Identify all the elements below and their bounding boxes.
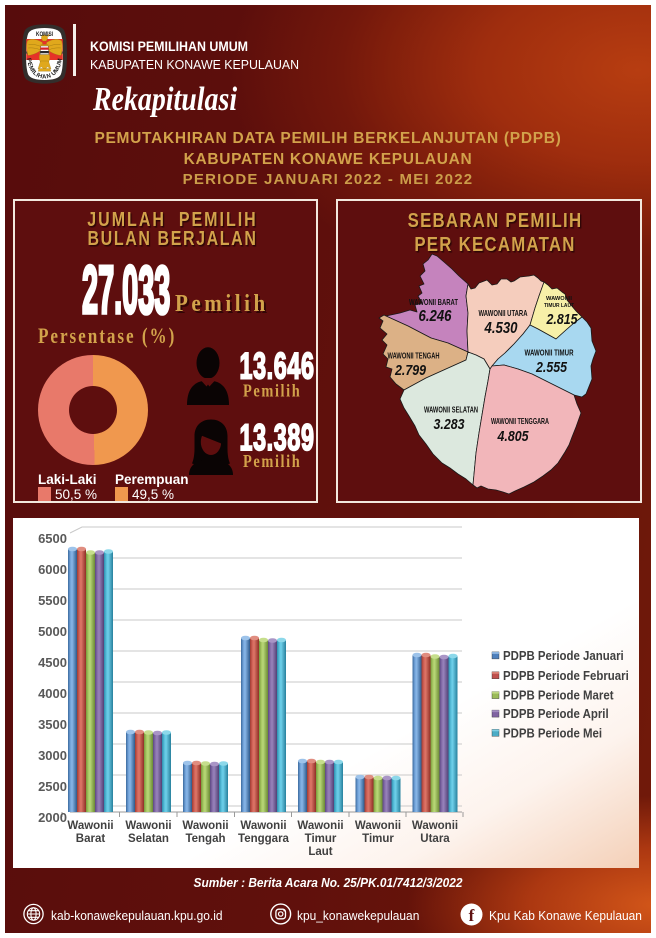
svg-text:Wawonii: Wawonii bbox=[297, 820, 343, 832]
svg-text:Timur: Timur bbox=[305, 833, 337, 845]
svg-text:5000: 5000 bbox=[38, 624, 67, 639]
svg-text:3000: 3000 bbox=[38, 748, 67, 763]
svg-text:5500: 5500 bbox=[38, 593, 67, 608]
svg-text:f: f bbox=[469, 906, 475, 925]
svg-text:Wawonii: Wawonii bbox=[412, 820, 458, 832]
svg-text:PDPB Periode April: PDPB Periode April bbox=[503, 706, 609, 721]
svg-text:Persentase (%): Persentase (%) bbox=[38, 324, 176, 349]
svg-text:27.033: 27.033 bbox=[82, 253, 170, 328]
svg-text:2.799: 2.799 bbox=[394, 362, 426, 379]
svg-text:WAWONII: WAWONII bbox=[546, 296, 572, 302]
svg-text:Pemilih: Pemilih bbox=[175, 290, 269, 317]
svg-text:PDPB Periode Maret: PDPB Periode Maret bbox=[503, 688, 614, 703]
svg-text:Wawonii: Wawonii bbox=[240, 820, 286, 832]
svg-text:2500: 2500 bbox=[38, 779, 67, 794]
svg-text:2.815: 2.815 bbox=[546, 311, 578, 328]
svg-text:4.805: 4.805 bbox=[497, 428, 529, 445]
svg-text:Utara: Utara bbox=[420, 833, 450, 845]
svg-text:Tenggara: Tenggara bbox=[238, 833, 290, 845]
svg-text:Wawonii: Wawonii bbox=[125, 820, 171, 832]
svg-text:Laut: Laut bbox=[308, 846, 332, 858]
svg-text:3.283: 3.283 bbox=[434, 416, 466, 433]
svg-text:4.530: 4.530 bbox=[484, 320, 518, 337]
svg-text:Pemilih: Pemilih bbox=[177, 292, 271, 319]
svg-text:PDPB Periode Januari: PDPB Periode Januari bbox=[503, 648, 624, 663]
svg-text:13.389: 13.389 bbox=[240, 416, 315, 458]
svg-text:3500: 3500 bbox=[38, 717, 67, 732]
svg-text:6.246: 6.246 bbox=[419, 308, 452, 325]
svg-text:13.646: 13.646 bbox=[240, 345, 315, 387]
svg-text:WAWONII TENGGARA: WAWONII TENGGARA bbox=[491, 416, 549, 426]
svg-text:Pemilih: Pemilih bbox=[243, 380, 301, 401]
svg-text:2000: 2000 bbox=[38, 810, 67, 825]
svg-text:WAWONII BARAT: WAWONII BARAT bbox=[409, 297, 459, 307]
svg-text:6000: 6000 bbox=[38, 562, 67, 577]
svg-text:Tengah: Tengah bbox=[185, 833, 225, 845]
svg-text:WAWONII UTARA: WAWONII UTARA bbox=[479, 308, 528, 318]
svg-text:PDPB Periode Februari: PDPB Periode Februari bbox=[503, 668, 629, 683]
svg-text:Barat: Barat bbox=[76, 833, 106, 845]
svg-text:Pemilih: Pemilih bbox=[243, 450, 301, 471]
svg-text:TIMUR LAUT: TIMUR LAUT bbox=[544, 303, 574, 309]
svg-text:6500: 6500 bbox=[38, 531, 67, 546]
svg-text:Timur: Timur bbox=[362, 833, 394, 845]
svg-text:KOMISI: KOMISI bbox=[36, 31, 53, 38]
svg-text:4000: 4000 bbox=[38, 686, 67, 701]
svg-text:4500: 4500 bbox=[38, 655, 67, 670]
svg-text:WAWONII TENGAH: WAWONII TENGAH bbox=[388, 351, 440, 361]
svg-text:Selatan: Selatan bbox=[128, 833, 169, 845]
svg-text:2.555: 2.555 bbox=[535, 359, 567, 376]
svg-text:WAWONII SELATAN: WAWONII SELATAN bbox=[424, 405, 478, 415]
svg-text:PDPB Periode Mei: PDPB Periode Mei bbox=[503, 726, 602, 741]
svg-text:Wawonii: Wawonii bbox=[67, 820, 113, 832]
svg-text:Wawonii: Wawonii bbox=[182, 820, 228, 832]
svg-text:Wawonii: Wawonii bbox=[355, 820, 401, 832]
svg-text:WAWONII TIMUR: WAWONII TIMUR bbox=[525, 348, 574, 358]
